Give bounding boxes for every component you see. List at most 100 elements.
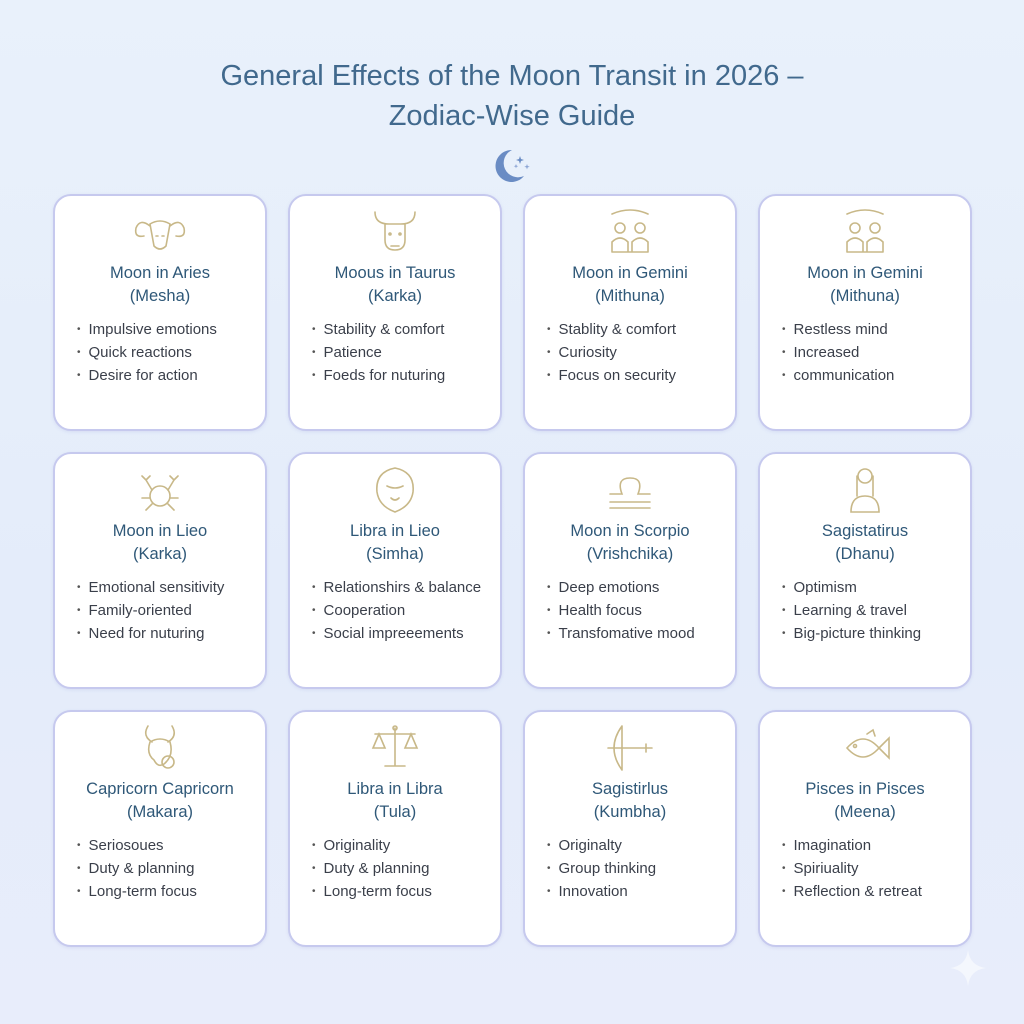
zodiac-card: Moon in Aries (Mesha) Impulsive emotionsQ… [53,194,267,431]
sign-subtitle: (Makara) [126,803,193,821]
effect-item: Focus on security [547,364,677,387]
effect-item: Deep emotions [547,576,695,599]
zodiac-card-grid: Moon in Aries (Mesha) Impulsive emotionsQ… [53,194,972,947]
zodiac-card: Sagistatirus (Dhanu) OptimismLearning & t… [758,452,972,689]
zodiac-card: Moon in Gemini (Mithuna) Restless mindInc… [758,194,972,431]
effect-item: Restless mind [782,318,894,341]
effect-item: Emotional sensitivity [77,576,225,599]
card-title: Pisces in Pisces (Meena) [760,778,970,824]
effect-item: Cooperation [312,599,481,622]
effects-list: ImaginationSpiriualityReflection & retre… [782,834,922,903]
effect-item: Foeds for nuturing [312,364,446,387]
effect-item: Need for nuturing [77,622,224,645]
fish-icon [845,728,890,760]
card-title: Capricorn Capricorn (Makara) [55,778,265,824]
effects-list: OriginaltyGroup thinkingInnovation [547,834,657,903]
card-title: Moon in Gemini (Mithuna) [525,262,735,308]
card-title: Moon in Scorpio (Vrishchika) [525,520,735,566]
sign-title: Libra in Lieo [350,522,440,540]
ram-icon [134,220,186,250]
twins-icon [846,209,884,253]
zodiac-card: Libra in Lieo (Simha) Relationshirs & bal… [288,452,502,689]
sign-title: Capricorn Capricorn [86,780,234,798]
libra-symbol-icon [609,477,651,509]
effects-list: Relationshirs & balanceCooperationSocial… [312,576,482,645]
effects-list: OriginalityDuty & planningLong-term focu… [312,834,432,903]
sign-subtitle: (Karka) [367,287,423,305]
effects-list: Impulsive emotionsQuick reactionsDesire … [77,318,217,387]
effect-item: Patience [312,341,445,364]
sign-subtitle: (Mithuna) [595,287,665,305]
sign-title: Moon in Gemini [572,264,688,282]
bull-icon [374,211,416,251]
sign-title: Pisces in Pisces [805,780,925,798]
card-title: Libra in Lieo (Simha) [290,520,500,566]
title-line-2: Zodiac-Wise Guide [388,100,636,132]
effects-list: Emotional sensitivityFamily-orientedNeed… [77,576,225,645]
sign-title: Moon in Aries [110,264,210,282]
zodiac-card: Moon in Gemini (Mithuna) Stablity & comfo… [523,194,737,431]
zodiac-card: Capricorn Capricorn (Makara) SeriosouesDu… [53,710,267,947]
effect-item: Increased [782,341,894,364]
effect-item: Spiriuality [782,857,922,880]
card-title: Sagistatirus (Dhanu) [760,520,970,566]
card-title: Moon in Gemini (Mithuna) [760,262,970,308]
sign-title: Moon in Lieo [112,522,208,540]
sign-title: Moon in Gemini [807,264,923,282]
effects-list: Stability & comfortPatienceFoeds for nut… [312,318,446,387]
sign-subtitle: (Karka) [132,545,188,563]
effects-list: Restless mindIncreasedcommunication [782,318,895,387]
effect-item: Reflection & retreat [782,880,922,903]
effect-item: Long-term focus [312,880,432,903]
sign-subtitle: (Mithuna) [830,287,900,305]
effect-item: Stability & comfort [312,318,445,341]
scales-icon [371,725,419,767]
bow-arrow-icon [607,725,653,771]
sign-subtitle: (Mesha) [129,287,191,305]
effect-item: Duty & planning [312,857,432,880]
sign-subtitle: (Kumbha) [593,803,667,821]
effect-item: Social impreeements [312,622,481,645]
twins-icon [611,209,649,253]
zodiac-card: Moous in Taurus (Karka) Stability & comfo… [288,194,502,431]
sign-subtitle: (Simha) [366,545,424,563]
card-title: Libra in Libra (Tula) [290,778,500,824]
effect-item: Originality [312,834,432,857]
effect-item: Desire for action [77,364,217,387]
sign-title: Sagistatirus [821,522,909,540]
card-title: Moon in Aries (Mesha) [55,262,265,308]
lion-icon [376,467,414,513]
effect-item: Duty & planning [77,857,197,880]
page-title: General Effects of the Moon Transit in 2… [0,56,1024,136]
effect-item: Transfomative mood [547,622,695,645]
sign-subtitle: (Dhanu) [835,545,895,563]
sign-subtitle: (Vrishchika) [586,545,674,563]
sign-title: Sagistirlus [591,780,669,798]
effects-list: SeriosouesDuty & planningLong-term focus [77,834,197,903]
effect-item: Learning & travel [782,599,921,622]
effect-item: Imagination [782,834,922,857]
effect-item: Stablity & comfort [547,318,677,341]
sign-subtitle: (Tula) [373,803,417,821]
effect-item: Quick reactions [77,341,217,364]
zodiac-card: Sagistirlus (Kumbha) OriginaltyGroup thin… [523,710,737,947]
effect-item: Curiosity [547,341,676,364]
zodiac-card: Moon in Lieo (Karka) Emotional sensitivit… [53,452,267,689]
effect-item: Originalty [547,834,656,857]
zodiac-card: Moon in Scorpio (Vrishchika) Deep emotion… [523,452,737,689]
card-title: Sagistirlus (Kumbha) [525,778,735,824]
effects-list: Stablity & comfortCuriosityFocus on secu… [547,318,677,387]
effect-item: Health focus [547,599,695,622]
maiden-icon [850,468,880,513]
effect-item: communication [782,364,895,387]
effect-item: Seriosoues [77,834,197,857]
effect-item: Optimism [782,576,921,599]
effect-item: Long-term focus [77,880,197,903]
effect-item: Innovation [547,880,656,903]
zodiac-card: Libra in Libra (Tula) OriginalityDuty & p… [288,710,502,947]
sign-subtitle: (Meena) [834,803,896,821]
title-line-1: General Effects of the Moon Transit in 2… [220,60,804,92]
card-title: Moon in Lieo (Karka) [55,520,265,566]
effect-item: Family-oriented [77,599,224,622]
crab-icon [141,475,179,511]
